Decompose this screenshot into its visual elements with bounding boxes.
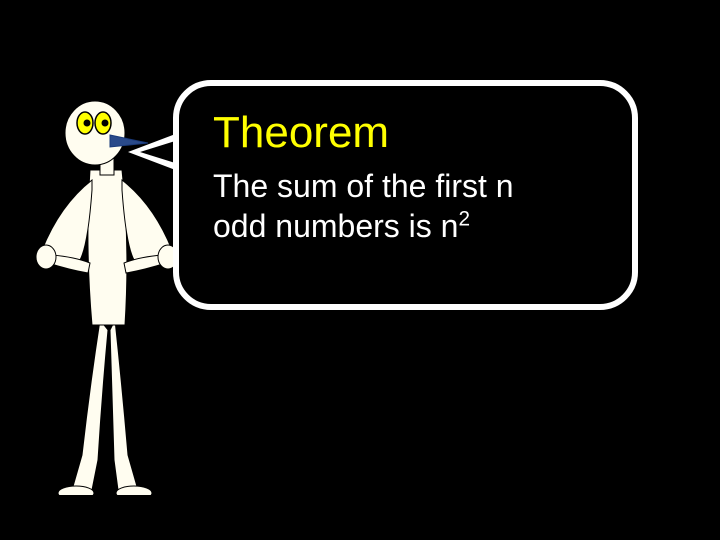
- speech-bubble: Theorem The sum of the first n odd numbe…: [173, 80, 638, 310]
- theorem-line2-pre: odd numbers is n: [213, 208, 458, 244]
- theorem-title: Theorem: [213, 108, 602, 158]
- theorem-body: The sum of the first n odd numbers is n2: [213, 166, 602, 246]
- theorem-line1: The sum of the first n: [213, 168, 514, 204]
- theorem-exponent: 2: [458, 207, 470, 230]
